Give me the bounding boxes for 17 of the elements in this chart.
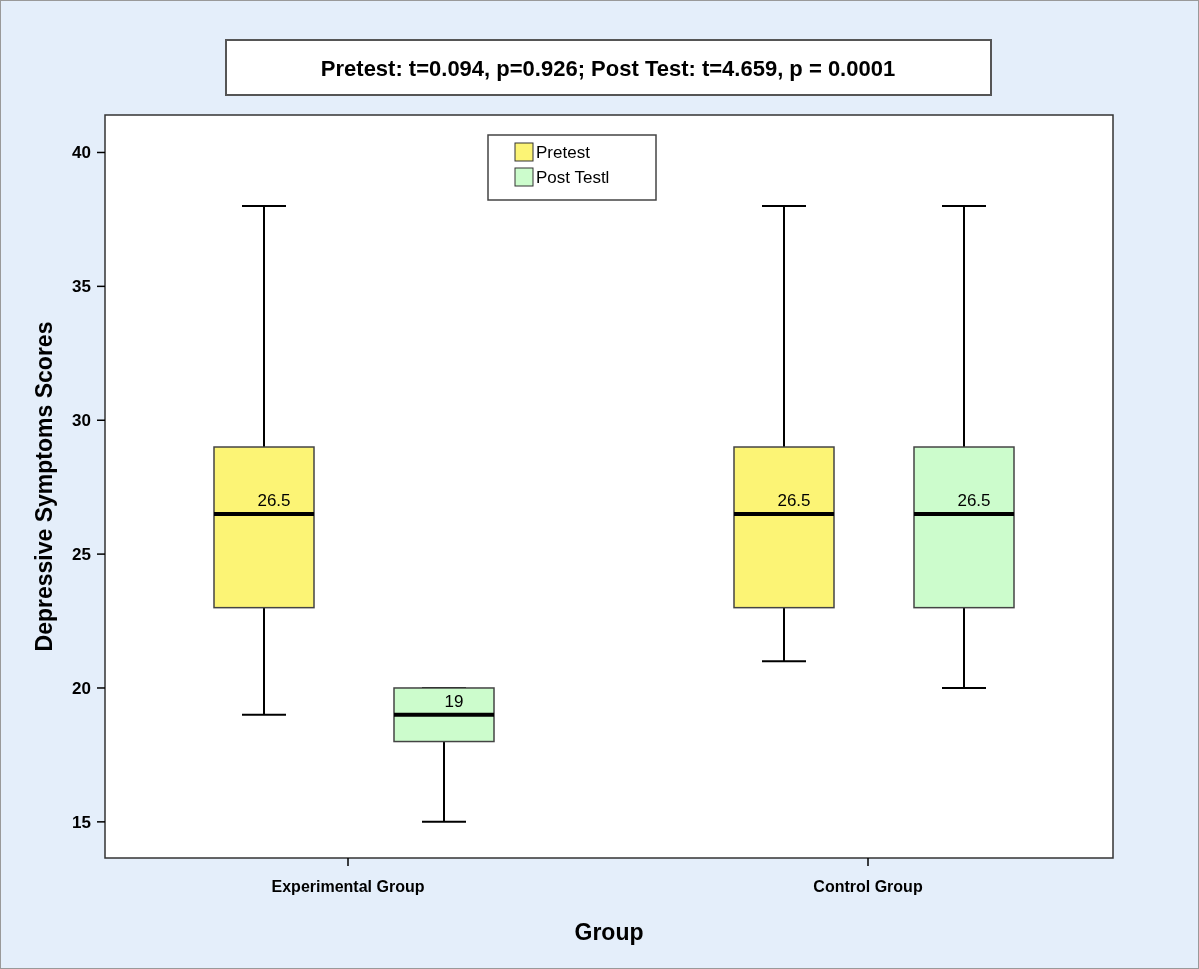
y-tick-label: 35 — [72, 277, 91, 297]
text: 26.5 — [257, 490, 291, 510]
y-tick-label: 30 — [72, 411, 91, 431]
legend-label: Pretest — [536, 143, 591, 162]
legend-label: Post Testl — [536, 168, 610, 187]
y-tick-label: 40 — [72, 143, 91, 163]
text: 19 — [444, 691, 464, 711]
x-tick-label: Experimental Group — [271, 878, 425, 895]
y-tick-label: 20 — [72, 678, 91, 698]
text: 26.5 — [957, 490, 991, 510]
text: 26.5 — [777, 490, 811, 510]
y-tick-label: 25 — [72, 545, 91, 565]
y-tick-label: 15 — [72, 812, 91, 832]
y-axis-title: Depressive Symptoms Scores — [31, 321, 57, 652]
chart-title: Pretest: t=0.094, p=0.926; Post Test: t=4.659, p = 0.0001 — [320, 56, 896, 81]
x-tick-label: Control Group — [813, 878, 923, 895]
x-axis-title: Group — [574, 919, 644, 945]
